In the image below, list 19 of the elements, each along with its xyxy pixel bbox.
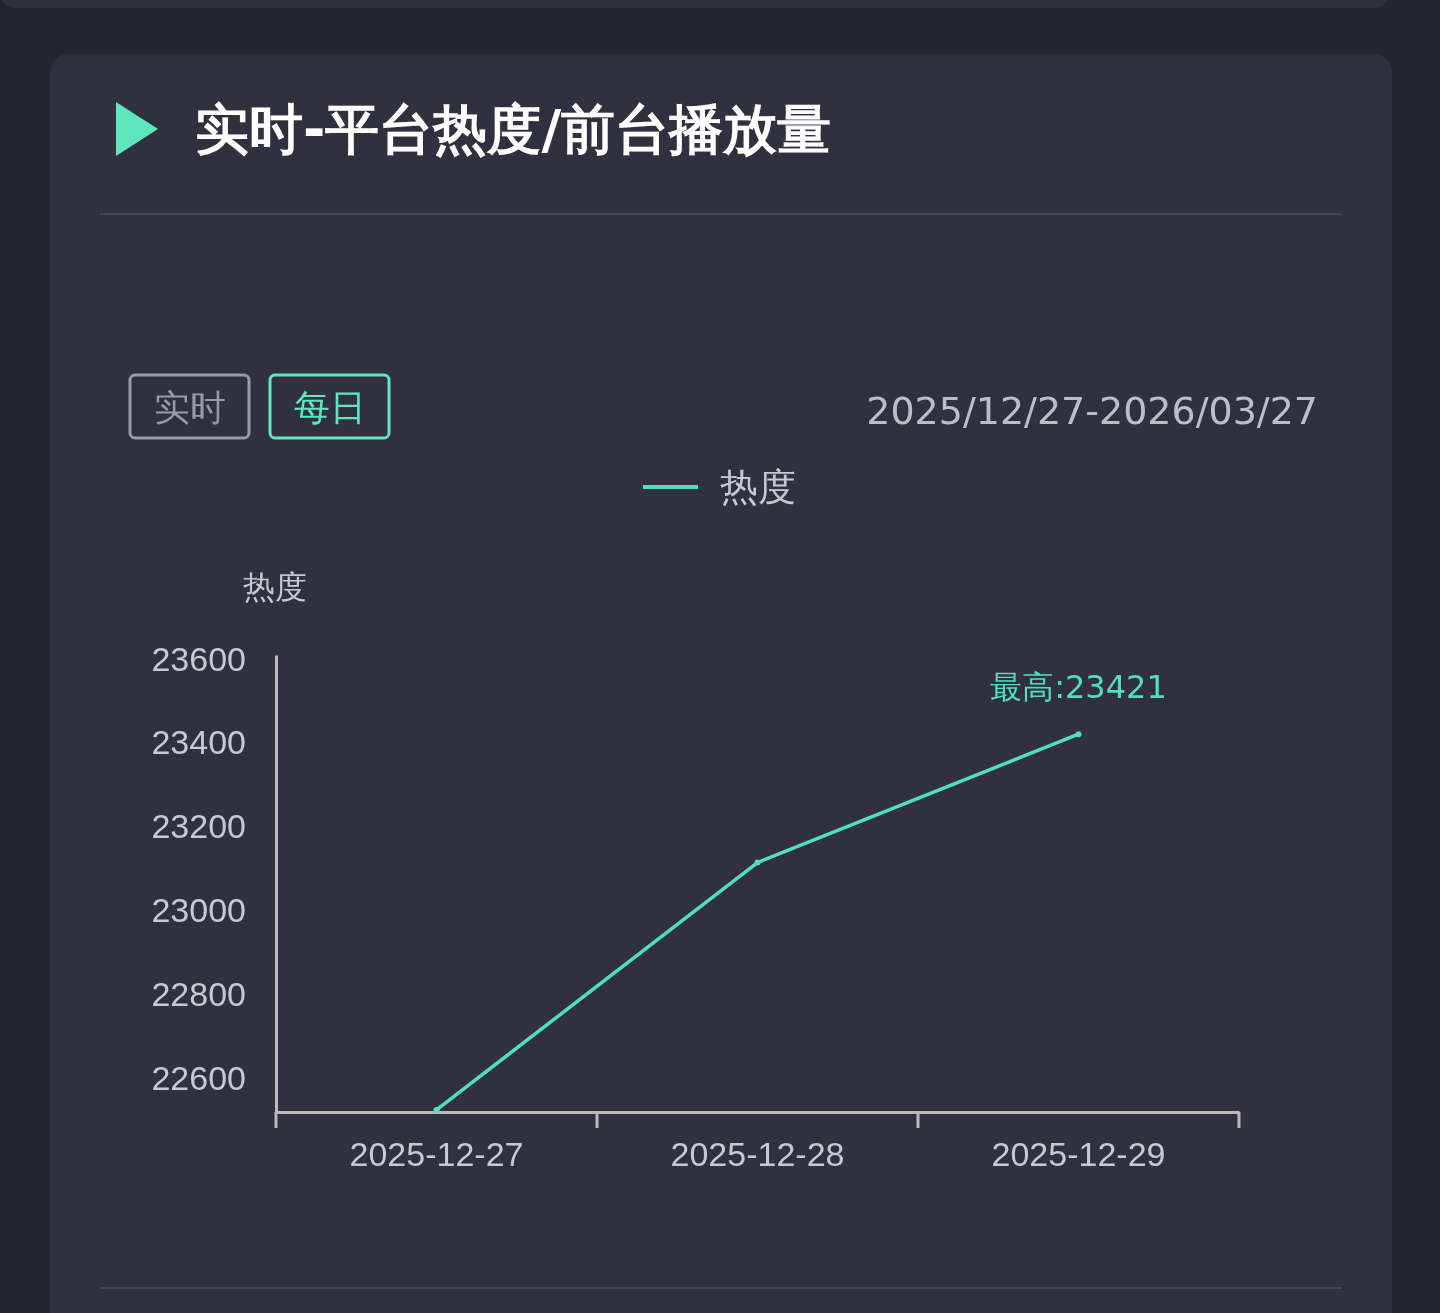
annotation: 最高:23421 <box>990 668 1167 707</box>
tab-button: 每日 <box>268 373 391 440</box>
y-tick-label: 22800 <box>151 974 246 1013</box>
legend-label: 热度 <box>720 465 796 509</box>
point <box>1075 731 1082 738</box>
y-tick-label: 22600 <box>151 1058 246 1097</box>
point <box>433 1106 440 1113</box>
x-tick-label: 2025-12-27 <box>349 1135 524 1174</box>
y-tick-label: 23600 <box>151 639 246 678</box>
y-axis-title: 热度 <box>243 568 307 606</box>
y-tick-label: 23000 <box>151 891 246 930</box>
point <box>754 859 761 866</box>
x-tick-label: 2025-12-29 <box>991 1135 1166 1174</box>
tab-button: 实时 <box>128 373 251 440</box>
text: 2025/12/27-2026/03/27 <box>866 389 1318 433</box>
y-tick-label: 23200 <box>151 807 246 846</box>
x-tick-label: 2025-12-28 <box>670 1135 845 1174</box>
y-tick-label: 23400 <box>151 723 246 762</box>
chart-title: 实时-平台热度/前台播放量 <box>195 98 832 161</box>
